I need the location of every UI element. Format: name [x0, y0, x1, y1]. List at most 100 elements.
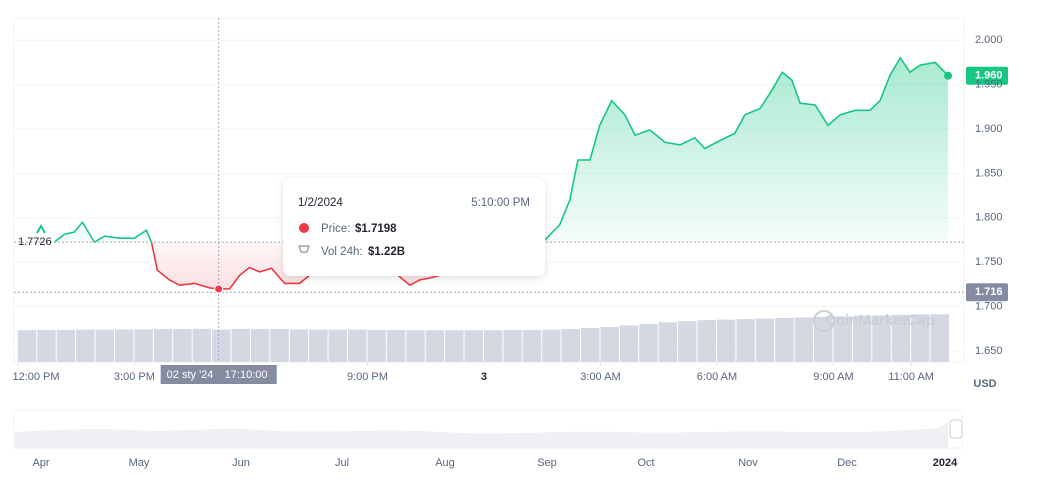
- baseline-marker: [36, 224, 46, 234]
- navigator-label: Sep: [537, 457, 557, 469]
- crosshair-price: 1.716: [975, 286, 1003, 298]
- current-price-box: [966, 66, 1008, 85]
- y-tick-label: 1.750: [975, 256, 1003, 268]
- volume-bar: [930, 314, 949, 362]
- last-point: [944, 71, 953, 80]
- navigator-labels: Apr May Jun Jul Aug Sep Oct Nov Dec 2024: [32, 457, 958, 469]
- tooltip: 1/2/2024 5:10:00 PM Price: $1.7198 Vol 2…: [283, 178, 545, 276]
- x-tick-label: 3:00 AM: [580, 371, 620, 383]
- tooltip-box: [283, 178, 545, 276]
- volume-bar: [794, 317, 814, 362]
- volume-bar: [309, 329, 328, 362]
- x-tick-label: 9:00 PM: [347, 371, 388, 383]
- volume-bar: [736, 319, 755, 362]
- volume-bar: [561, 329, 581, 362]
- navigator-label: Jul: [335, 457, 349, 469]
- volume-bar: [716, 319, 736, 362]
- volume-bar: [445, 330, 464, 362]
- volume-bar: [56, 329, 76, 362]
- volume-bar: [231, 328, 250, 362]
- navigator-label: May: [129, 457, 150, 469]
- volume-bar: [483, 330, 503, 362]
- volume-bar: [212, 329, 231, 362]
- x-tick-label: 3: [481, 371, 487, 383]
- volume-bar: [581, 328, 600, 362]
- volume-bar: [833, 316, 852, 362]
- volume-bar: [911, 314, 930, 362]
- volume-bar: [464, 330, 483, 362]
- volume-bar: [600, 327, 619, 362]
- y-tick-label: 1.650: [975, 345, 1003, 357]
- volume-bar: [37, 329, 56, 362]
- navigator-label: Oct: [637, 457, 654, 469]
- volume-bar: [17, 330, 37, 362]
- watermark-logo: [813, 310, 835, 332]
- volume-bar: [386, 329, 406, 362]
- volume-bar: [775, 318, 794, 362]
- y-tick-label: 2.000: [975, 34, 1003, 46]
- current-price-label: 1.960: [975, 70, 1003, 82]
- y-unit: USD: [973, 378, 996, 390]
- volume-bar: [503, 329, 522, 362]
- x-tick-label: 12:00 PM: [12, 371, 59, 383]
- volume-bar: [425, 330, 445, 362]
- y-tick-label: 1.950: [975, 78, 1003, 90]
- navigator-label: Apr: [32, 457, 49, 469]
- volume-bar: [852, 315, 872, 362]
- volume-bars: [17, 314, 949, 362]
- y-tick-label: 1.900: [975, 123, 1003, 135]
- y-tick-label: 1.850: [975, 167, 1003, 179]
- crosshair-x-box: [160, 365, 277, 384]
- volume-bar: [658, 322, 678, 362]
- volume-bar: [328, 329, 348, 362]
- crosshair-y-box: [966, 283, 1008, 302]
- volume-bar: [755, 318, 775, 362]
- tooltip-volume-icon: [297, 245, 311, 253]
- volume-bar: [348, 329, 367, 362]
- volume-bar: [173, 329, 192, 362]
- navigator-area: [14, 422, 948, 448]
- tooltip-date: 1/2/2024: [298, 197, 343, 209]
- x-tick-label: 6:00 AM: [697, 371, 737, 383]
- navigator-label: Dec: [837, 457, 857, 469]
- volume-bar: [639, 323, 658, 362]
- tooltip-price-dot: [299, 223, 309, 233]
- tooltip-volume: $1.22B: [368, 246, 405, 258]
- crosshair-time: 17:10:00: [225, 369, 268, 381]
- crosshair-date: 02 sty '24: [167, 369, 214, 381]
- volume-bar: [270, 329, 289, 362]
- volume-bar: [814, 316, 833, 362]
- volume-bar: [522, 329, 542, 362]
- volume-bar: [619, 325, 639, 362]
- tooltip-volume-label: Vol 24h:: [321, 246, 363, 258]
- tooltip-time: 5:10:00 PM: [471, 197, 530, 209]
- volume-bar: [250, 329, 270, 362]
- watermark: CoinMarketCap: [825, 312, 935, 329]
- volume-bar: [872, 315, 891, 362]
- overlays: 1.7726 02 sty '24 17:10:00 1.716 1.960: [14, 18, 1008, 384]
- tooltip-price: $1.7198: [355, 223, 397, 235]
- volume-bar: [891, 314, 911, 362]
- navigator-label: Nov: [738, 457, 758, 469]
- navigator-label: Jun: [232, 457, 250, 469]
- y-tick-label: 1.700: [975, 300, 1003, 312]
- volume-bar: [114, 329, 134, 362]
- navigator-handle[interactable]: [949, 419, 963, 439]
- volume-bar: [697, 320, 716, 362]
- x-tick-label: 9:00 AM: [813, 371, 853, 383]
- tooltip-price-label: Price:: [321, 223, 350, 235]
- y-tick-label: 1.800: [975, 212, 1003, 224]
- volume-bar: [678, 321, 697, 362]
- volume-bar: [542, 329, 561, 362]
- x-tick-label: 11:00 AM: [888, 371, 934, 383]
- x-tick-label: 3:00 PM: [114, 371, 155, 383]
- volume-bar: [76, 329, 95, 362]
- volume-bar: [153, 329, 173, 362]
- baseline-label: 1.7726: [18, 236, 52, 248]
- volume-bar: [95, 329, 114, 362]
- volume-bar: [406, 330, 425, 362]
- volume-bar: [134, 329, 153, 362]
- volume-bar: [367, 329, 386, 362]
- price-area: [54, 57, 949, 289]
